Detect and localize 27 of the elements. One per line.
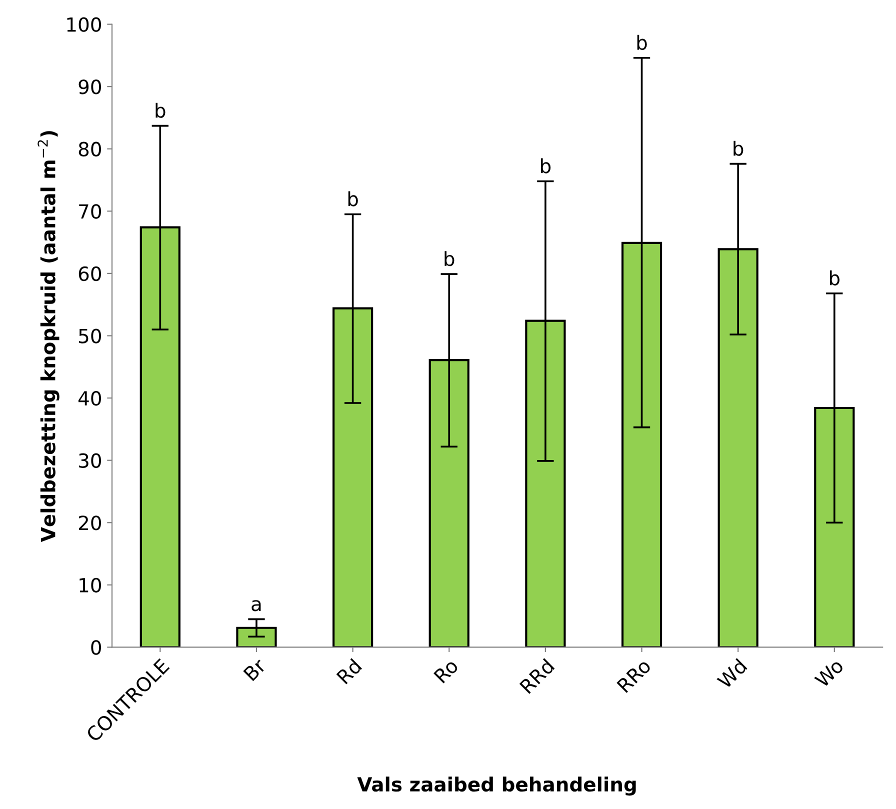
y-tick-label: 0 [91, 640, 101, 655]
y-tick-label: 70 [79, 204, 101, 219]
annotation: b [734, 140, 744, 156]
x-tick-label: Ro [434, 658, 460, 684]
annotation: b [444, 251, 454, 266]
x-tick-label: RRo [616, 658, 652, 694]
y-axis-title: Veldbezetting knopkruid (aantal m$^{−2}$) [38, 131, 60, 542]
annotation: b [156, 102, 166, 118]
annotation: b [637, 34, 647, 50]
y-tick-label: 50 [79, 328, 101, 344]
y-tick-label: 10 [80, 578, 101, 593]
y-tick-label: 40 [78, 390, 101, 406]
y-tick-label: 60 [78, 266, 101, 282]
y-tick-label: 100 [67, 17, 101, 32]
x-axis-title: Vals zaaibed behandeling [357, 776, 636, 796]
annotation: b [348, 191, 358, 206]
annotation: b [830, 270, 840, 286]
x-tick-label: Rd [336, 658, 362, 684]
y-tick-label: 30 [79, 453, 101, 468]
x-tick-label: Wo [814, 658, 844, 688]
annotation: b [541, 158, 551, 174]
annotation: a [252, 600, 261, 612]
y-tick-label: 80 [78, 142, 101, 157]
x-tick-label: Br [243, 657, 267, 682]
y-tick-label: 20 [78, 516, 101, 530]
y-tick-label: 90 [78, 80, 101, 94]
x-tick-label: Wd [716, 658, 748, 690]
